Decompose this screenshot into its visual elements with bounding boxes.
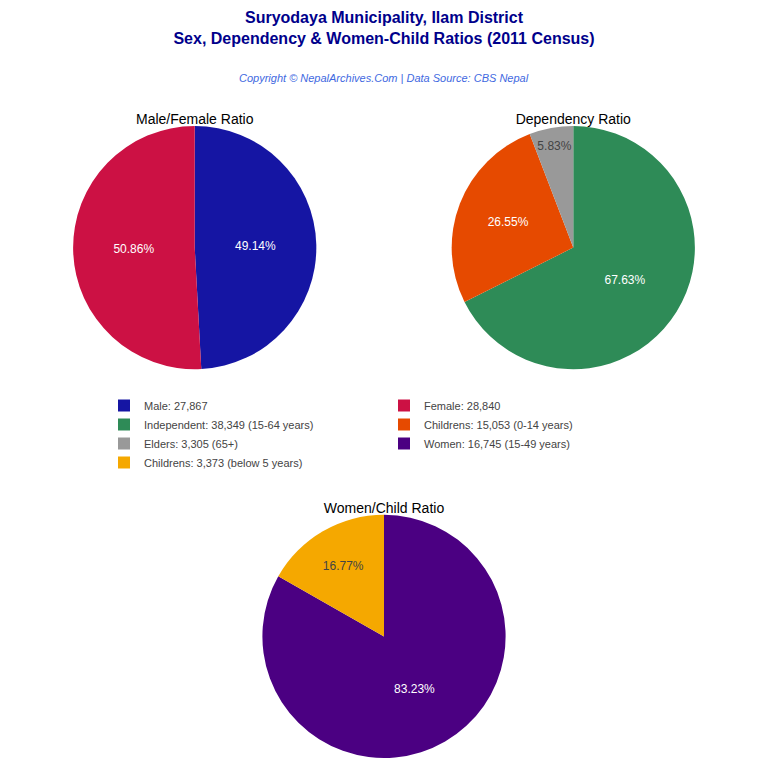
svg-text:Dependency Ratio: Dependency Ratio (516, 111, 631, 127)
svg-text:49.14%: 49.14% (235, 239, 276, 253)
svg-text:83.23%: 83.23% (394, 682, 435, 696)
svg-text:50.86%: 50.86% (113, 242, 154, 256)
svg-text:Suryodaya Municipality, Ilam D: Suryodaya Municipality, Ilam DistrictSex… (173, 9, 594, 47)
svg-text:Male: 27,867: Male: 27,867 (144, 400, 208, 412)
svg-text:Childrens: 15,053 (0-14 years): Childrens: 15,053 (0-14 years) (424, 419, 573, 431)
svg-text:Female: 28,840: Female: 28,840 (424, 400, 500, 412)
svg-text:Childrens: 3,373 (below 5 year: Childrens: 3,373 (below 5 years) (144, 457, 302, 469)
svg-text:Women: 16,745 (15-49 years): Women: 16,745 (15-49 years) (424, 438, 570, 450)
svg-text:Women/Child Ratio: Women/Child Ratio (324, 500, 445, 516)
svg-text:67.63%: 67.63% (604, 273, 645, 287)
svg-text:Independent: 38,349 (15-64 yea: Independent: 38,349 (15-64 years) (144, 419, 313, 431)
svg-text:5.83%: 5.83% (537, 139, 571, 153)
svg-text:Male/Female Ratio: Male/Female Ratio (136, 111, 254, 127)
svg-text:Copyright © NepalArchives.Com: Copyright © NepalArchives.Com | Data Sou… (239, 72, 529, 84)
svg-text:16.77%: 16.77% (323, 559, 364, 573)
svg-text:26.55%: 26.55% (488, 215, 529, 229)
svg-text:Elders: 3,305 (65+): Elders: 3,305 (65+) (144, 438, 238, 450)
